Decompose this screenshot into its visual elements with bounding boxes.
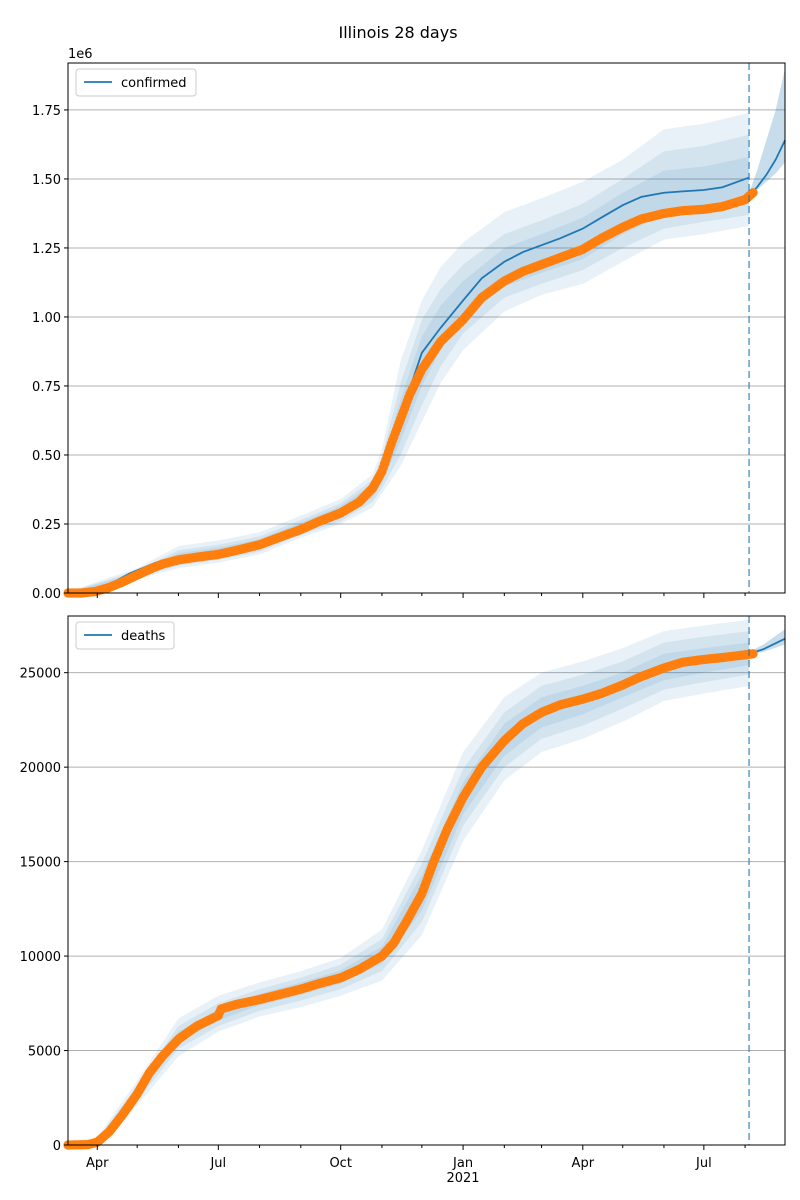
y-tick-label-deaths-2: 10000 [20,950,61,965]
x-year-label: 2021 [446,1171,479,1186]
x-tick-label-5: Jul [695,1156,712,1171]
legend-deaths: deaths [75,621,175,650]
y-tick-label-deaths-5: 25000 [20,667,61,682]
forecast-band-confirmed [749,68,785,196]
panel-deaths: 0 5000 10000 15000 20000 25000 Apr Jul Oct Jan Ap… [20,615,786,1171]
y-tick-label-confirmed-7: 1.75 [32,104,61,119]
y-tick-label-deaths-0: 0 [53,1139,61,1154]
x-tick-label-1: Jul [209,1156,226,1171]
panel-confirmed: 0.00 0.25 0.50 0.75 1.00 1.25 1.50 1.75 1e6 con… [32,47,786,602]
y-tick-label-deaths-4: 20000 [20,761,61,776]
y-tick-label-confirmed-6: 1.50 [32,173,61,188]
legend-label-confirmed: confirmed [121,76,187,91]
y-tick-label-confirmed-5: 1.25 [32,242,61,257]
offset-text: 1e6 [68,47,93,62]
band-deaths-0 [68,619,750,1145]
axes-frame-deaths [67,615,786,1146]
legend-confirmed: confirmed [75,68,197,97]
y-tick-label-deaths-3: 15000 [20,856,61,871]
y-tick-label-deaths-1: 5000 [28,1045,61,1060]
x-tick-label-2: Oct [329,1156,351,1171]
forecast-band-deaths [749,629,785,655]
band-confirmed-2 [68,156,750,593]
axes-frame-confirmed [67,62,786,594]
x-tick-label-3: Jan [452,1156,473,1171]
observed-point-deaths-515 [748,649,758,659]
legend-label-deaths: deaths [121,629,166,644]
x-tick-label-0: Apr [86,1156,109,1171]
y-tick-label-confirmed-4: 1.00 [32,311,61,326]
y-tick-label-confirmed-2: 0.50 [32,449,61,464]
chart-title: Illinois 28 days [338,23,457,42]
y-tick-label-confirmed-1: 0.25 [32,518,61,533]
band-deaths-1 [68,631,750,1145]
x-tick-label-4: Apr [572,1156,595,1171]
y-tick-label-confirmed-3: 0.75 [32,380,61,395]
y-tick-label-confirmed-0: 0.00 [32,587,61,602]
band-confirmed-0 [68,112,750,593]
observed-point-confirmed-515 [748,188,758,198]
